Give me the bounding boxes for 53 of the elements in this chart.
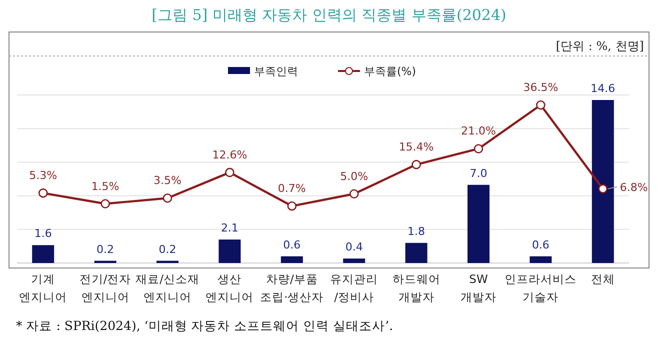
data-label: 0.4	[345, 240, 363, 254]
point	[412, 160, 421, 170]
data-label: 0.6	[283, 238, 301, 252]
legend-label: 부족률(%)	[364, 65, 416, 78]
point	[349, 189, 359, 199]
data-label: 21.0%	[461, 124, 496, 138]
legend-label: 부족인력	[254, 65, 298, 78]
x-tick-label: 재료/신소재 엔지니어	[136, 272, 200, 304]
data-label: 5.3%	[29, 169, 58, 182]
data-label: 2.1	[220, 222, 238, 235]
data-label: 1.6	[34, 227, 52, 240]
data-label: 1.5%	[91, 180, 120, 193]
x-tick-label: SW 개발자	[460, 272, 496, 304]
data-label: 15.4%	[398, 140, 434, 154]
chart-title: [그림 5] 미래형 자동차 인력의 직종별 부족률(2024)	[152, 6, 506, 24]
point	[162, 193, 172, 203]
point	[536, 100, 546, 110]
x-tick-label: 생산 엔지니어	[206, 272, 254, 304]
x-tick-label: 인프라서비스 기술자	[504, 272, 577, 304]
bar	[468, 184, 490, 263]
data-label: 0.6	[532, 238, 550, 252]
x-tick-label: 전기/전자 엔지니어	[79, 272, 132, 304]
bar	[280, 256, 303, 263]
data-label: 0.7%	[278, 182, 306, 196]
data-label: 3.5%	[154, 174, 182, 188]
point	[474, 144, 484, 154]
data-label: 12.6%	[212, 148, 248, 162]
text: * 자료 : SPRi(2024), ‘미래형 자동차 소프트웨어 인력 실태조사’.	[16, 318, 394, 333]
bar	[343, 258, 366, 263]
bar	[530, 256, 552, 263]
point	[287, 201, 297, 211]
point	[598, 184, 608, 194]
bar	[592, 100, 614, 263]
bar	[32, 245, 54, 263]
text: [단위 : %, 천명]	[556, 39, 644, 53]
bar	[218, 240, 241, 263]
point	[100, 199, 110, 208]
x-tick-label: 유지관리 /정비사	[330, 272, 378, 304]
point	[38, 188, 48, 198]
data-label: 7.0	[470, 166, 488, 180]
bar	[405, 242, 428, 263]
x-tick-label: 기계 엔지니어	[19, 272, 68, 304]
data-label: 1.8	[408, 224, 426, 238]
data-label: 6.8%	[620, 180, 648, 194]
data-label: 0.2	[158, 242, 176, 256]
x-tick-label: 하드웨어 개발자	[392, 272, 440, 304]
point	[225, 168, 234, 178]
x-tick-label: 차량/부품 조립·생산자	[260, 272, 324, 304]
data-label: 14.6	[590, 82, 616, 95]
x-tick-label: 전체	[590, 272, 615, 286]
data-label: 5.0%	[340, 170, 368, 183]
data-label: 0.2	[96, 242, 114, 256]
data-label: 36.5%	[523, 81, 558, 94]
